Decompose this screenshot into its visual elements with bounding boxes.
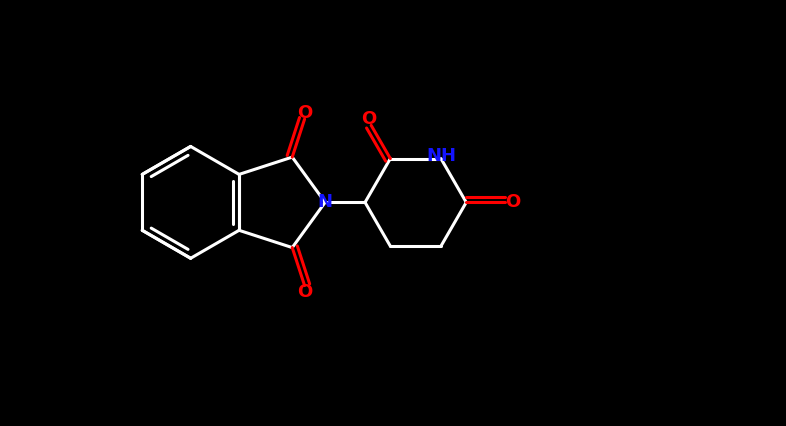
Text: N: N bbox=[318, 193, 332, 211]
Text: O: O bbox=[297, 104, 312, 122]
Text: NH: NH bbox=[426, 147, 456, 165]
Text: O: O bbox=[297, 283, 312, 301]
Text: O: O bbox=[361, 110, 376, 128]
Text: O: O bbox=[505, 193, 520, 211]
